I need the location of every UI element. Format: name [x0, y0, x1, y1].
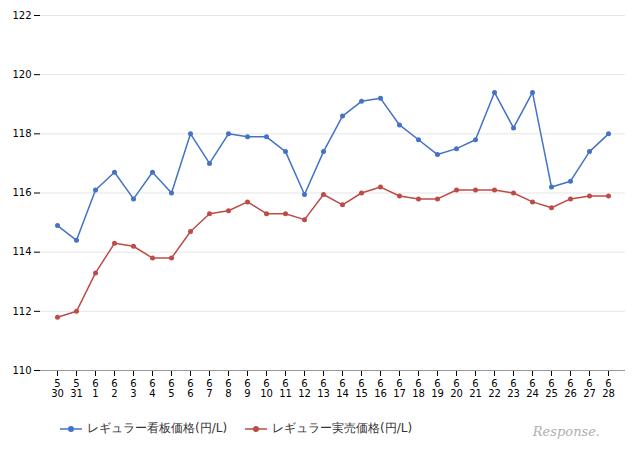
svg-text:613: 613 — [317, 378, 330, 399]
svg-text:623: 623 — [507, 378, 520, 399]
svg-text:622: 622 — [488, 378, 501, 399]
svg-text:114: 114 — [12, 246, 31, 257]
svg-text:626: 626 — [564, 378, 577, 399]
svg-text:617: 617 — [393, 378, 406, 399]
svg-text:614: 614 — [336, 378, 349, 399]
svg-text:110: 110 — [12, 365, 31, 376]
svg-text:531: 531 — [70, 378, 83, 399]
svg-text:120: 120 — [12, 69, 31, 80]
svg-text:65: 65 — [168, 378, 174, 399]
html-text:レギュラー看板価格(円/L): レギュラー看板価格(円/L) — [87, 421, 228, 435]
svg-text:68: 68 — [225, 378, 231, 399]
svg-text:122: 122 — [12, 10, 31, 21]
svg-text:62: 62 — [111, 378, 117, 399]
svg-text:624: 624 — [526, 378, 539, 399]
svg-text:69: 69 — [244, 378, 250, 399]
html-text:Response.: Response. — [532, 424, 600, 439]
svg-text:63: 63 — [130, 378, 136, 399]
svg-text:67: 67 — [206, 378, 212, 399]
svg-text:118: 118 — [12, 128, 31, 139]
svg-text:610: 610 — [260, 378, 273, 399]
svg-text:625: 625 — [545, 378, 558, 399]
svg-text:615: 615 — [355, 378, 368, 399]
svg-text:618: 618 — [412, 378, 425, 399]
svg-text:61: 61 — [92, 378, 98, 399]
svg-text:112: 112 — [12, 306, 31, 317]
svg-text:621: 621 — [469, 378, 482, 399]
svg-text:619: 619 — [431, 378, 444, 399]
svg-text:620: 620 — [450, 378, 463, 399]
svg-text:116: 116 — [12, 187, 31, 198]
svg-text:530: 530 — [51, 378, 64, 399]
html-text:レギュラー実売価格(円/L): レギュラー実売価格(円/L) — [272, 421, 413, 435]
svg-text:627: 627 — [583, 378, 596, 399]
svg-text:611: 611 — [279, 378, 292, 399]
svg-text:64: 64 — [149, 378, 155, 399]
svg-text:616: 616 — [374, 378, 387, 399]
svg-text:628: 628 — [602, 378, 615, 399]
svg-text:612: 612 — [298, 378, 311, 399]
svg-text:66: 66 — [187, 378, 193, 399]
